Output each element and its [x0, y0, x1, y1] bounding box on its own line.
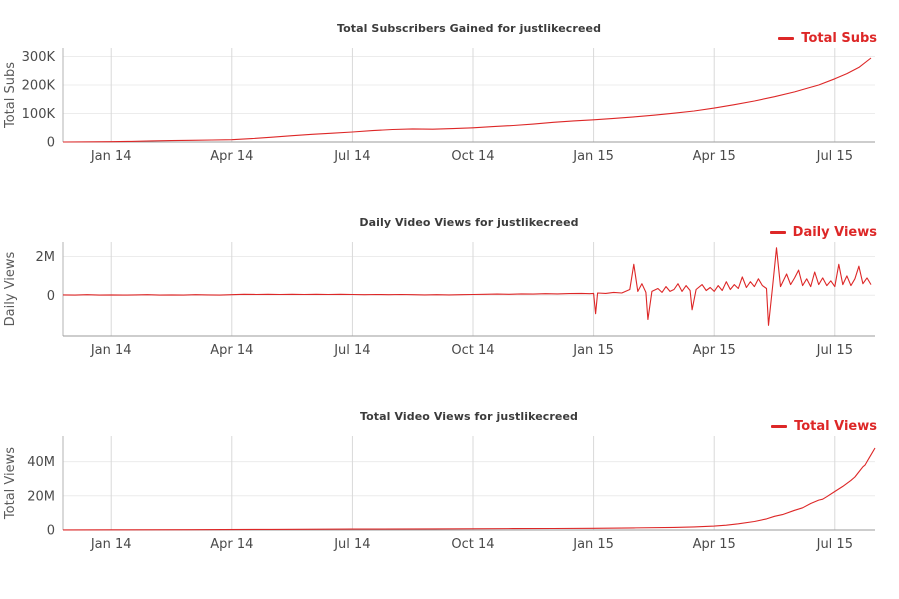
x-tick-label: Jan 15 — [572, 343, 614, 358]
legend-label: Total Subs — [801, 31, 877, 46]
series-line — [62, 247, 872, 326]
daily-views-chart-title: Daily Video Views for justlikecreed — [359, 216, 579, 229]
x-tick-label: Apr 15 — [693, 149, 736, 164]
x-tick-label: Apr 14 — [210, 149, 253, 164]
y-tick-label: 0 — [47, 136, 55, 151]
x-tick-label: Jul 14 — [333, 537, 370, 552]
daily-views-legend[interactable]: Daily Views — [769, 225, 877, 240]
series-line — [62, 57, 872, 143]
total-subs-chart-title: Total Subscribers Gained for justlikecre… — [336, 22, 602, 35]
x-tick-label: Jul 15 — [816, 537, 853, 552]
daily-views-y-axis-label: Daily Views — [3, 251, 18, 327]
total-views-legend[interactable]: Total Views — [771, 419, 877, 434]
total-views-plot[interactable]: 0 20M 40M Jan 14 Apr 14 Jul 14 Oct 14 Jan 15 Apr… — [0, 402, 899, 582]
total-subs-chart-figure: 0 100K 200K 300K Jan 14 Apr 14 Jul 14 Oct 14 Jan… — [0, 14, 899, 194]
x-tick-label: Jan 14 — [90, 149, 132, 164]
total-views-chart-figure: 0 20M 40M Jan 14 Apr 14 Jul 14 Oct 14 Jan 15 Apr… — [0, 402, 899, 582]
y-tick-label: 300K — [22, 50, 56, 65]
x-tick-label: Jan 14 — [90, 537, 132, 552]
legend-line-icon — [778, 37, 795, 40]
x-tick-label: Jan 15 — [572, 537, 614, 552]
x-tick-label: Apr 14 — [210, 343, 253, 358]
x-tick-label: Oct 14 — [451, 149, 494, 164]
x-tick-label: Apr 14 — [210, 537, 253, 552]
x-tick-label: Jul 15 — [816, 343, 853, 358]
x-tick-label: Jul 14 — [333, 343, 370, 358]
y-tick-label: 100K — [22, 107, 56, 122]
y-tick-label: 20M — [27, 489, 55, 504]
y-tick-label: 0 — [47, 289, 55, 304]
series-line — [62, 447, 876, 531]
total-views-y-axis-label: Total Views — [3, 446, 18, 520]
x-tick-label: Jan 15 — [572, 149, 614, 164]
total-subs-y-axis-label: Total Subs — [3, 62, 18, 129]
legend-line-icon — [769, 231, 786, 234]
legend-line-icon — [771, 425, 788, 428]
x-tick-label: Jan 14 — [90, 343, 132, 358]
legend-label: Total Views — [794, 419, 877, 434]
total-views-chart-title: Total Video Views for justlikecreed — [359, 410, 579, 423]
x-tick-label: Apr 15 — [693, 343, 736, 358]
x-tick-label: Apr 15 — [693, 537, 736, 552]
y-tick-label: 2M — [36, 250, 56, 265]
legend-label: Daily Views — [792, 225, 877, 240]
daily-views-plot[interactable]: 0 2M Jan 14 Apr 14 Jul 14 Oct 14 Jan 15 Apr 15 J… — [0, 208, 899, 388]
daily-views-chart-figure: 0 2M Jan 14 Apr 14 Jul 14 Oct 14 Jan 15 Apr 15 J… — [0, 208, 899, 388]
y-tick-label: 200K — [22, 79, 56, 94]
x-tick-label: Jul 15 — [816, 149, 853, 164]
y-tick-label: 40M — [27, 455, 55, 470]
x-tick-label: Oct 14 — [451, 343, 494, 358]
y-tick-label: 0 — [47, 524, 55, 539]
total-subs-legend[interactable]: Total Subs — [778, 31, 877, 46]
x-tick-label: Oct 14 — [451, 537, 494, 552]
total-subs-plot[interactable]: 0 100K 200K 300K Jan 14 Apr 14 Jul 14 Oct 14 Jan… — [0, 14, 899, 194]
x-tick-label: Jul 14 — [333, 149, 370, 164]
